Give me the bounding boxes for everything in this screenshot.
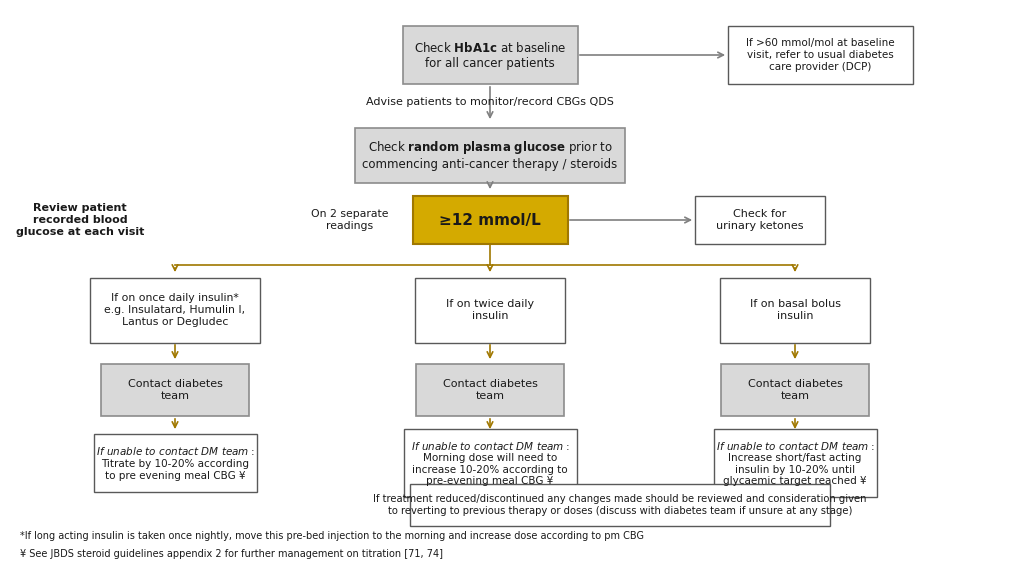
FancyBboxPatch shape [695,196,825,244]
Text: ¥ See JBDS steroid guidelines appendix 2 for further management on titration [71: ¥ See JBDS steroid guidelines appendix 2… [20,549,443,559]
FancyBboxPatch shape [90,278,260,343]
FancyBboxPatch shape [721,364,869,416]
FancyBboxPatch shape [416,364,564,416]
FancyBboxPatch shape [413,196,567,244]
Text: *If long acting insulin is taken once nightly, move this pre-bed injection to th: *If long acting insulin is taken once ni… [20,531,644,541]
Text: If on once daily insulin*
e.g. Insulatard, Humulin I,
Lantus or Degludec: If on once daily insulin* e.g. Insulatar… [104,293,246,327]
Text: Check for
urinary ketones: Check for urinary ketones [716,209,804,231]
Text: Review patient
recorded blood
glucose at each visit: Review patient recorded blood glucose at… [15,203,144,237]
FancyBboxPatch shape [355,127,625,183]
FancyBboxPatch shape [415,278,565,343]
Text: Check $\bf{random\ plasma\ glucose}$ prior to
commencing anti-cancer therapy / s: Check $\bf{random\ plasma\ glucose}$ pri… [362,139,617,171]
FancyBboxPatch shape [727,26,912,84]
Text: Check $\bf{HbA1c}$ at baseline
for all cancer patients: Check $\bf{HbA1c}$ at baseline for all c… [414,40,566,70]
Text: Contact diabetes
team: Contact diabetes team [748,379,843,401]
FancyBboxPatch shape [402,26,578,84]
FancyBboxPatch shape [720,278,870,343]
FancyBboxPatch shape [93,434,256,492]
FancyBboxPatch shape [101,364,249,416]
FancyBboxPatch shape [403,429,577,497]
Text: ≥12 mmol/L: ≥12 mmol/L [439,213,541,228]
Text: If on twice daily
insulin: If on twice daily insulin [445,299,535,321]
Text: If treatment reduced/discontinued any changes made should be reviewed and consid: If treatment reduced/discontinued any ch… [374,494,866,516]
Text: $\it{If\ unable\ to\ contact\ DM\ team:}$
Morning dose will need to
increase 10-: $\it{If\ unable\ to\ contact\ DM\ team:}… [411,439,569,486]
Text: Contact diabetes
team: Contact diabetes team [442,379,538,401]
FancyBboxPatch shape [410,484,830,526]
Text: If >60 mmol/mol at baseline
visit, refer to usual diabetes
care provider (DCP): If >60 mmol/mol at baseline visit, refer… [745,39,894,71]
Text: Advise patients to monitor/record CBGs QDS: Advise patients to monitor/record CBGs Q… [366,97,614,107]
Text: $\it{If\ unable\ to\ contact\ DM\ team:}$
Increase short/fast acting
insulin by : $\it{If\ unable\ to\ contact\ DM\ team:}… [716,439,874,486]
Text: Contact diabetes
team: Contact diabetes team [128,379,222,401]
Text: If on basal bolus
insulin: If on basal bolus insulin [750,299,841,321]
FancyBboxPatch shape [714,429,877,497]
Text: $\it{If\ unable\ to\ contact\ DM\ team:}$
Titrate by 10-20% according
to pre eve: $\it{If\ unable\ to\ contact\ DM\ team:}… [96,445,254,480]
Text: On 2 separate
readings: On 2 separate readings [311,209,389,231]
